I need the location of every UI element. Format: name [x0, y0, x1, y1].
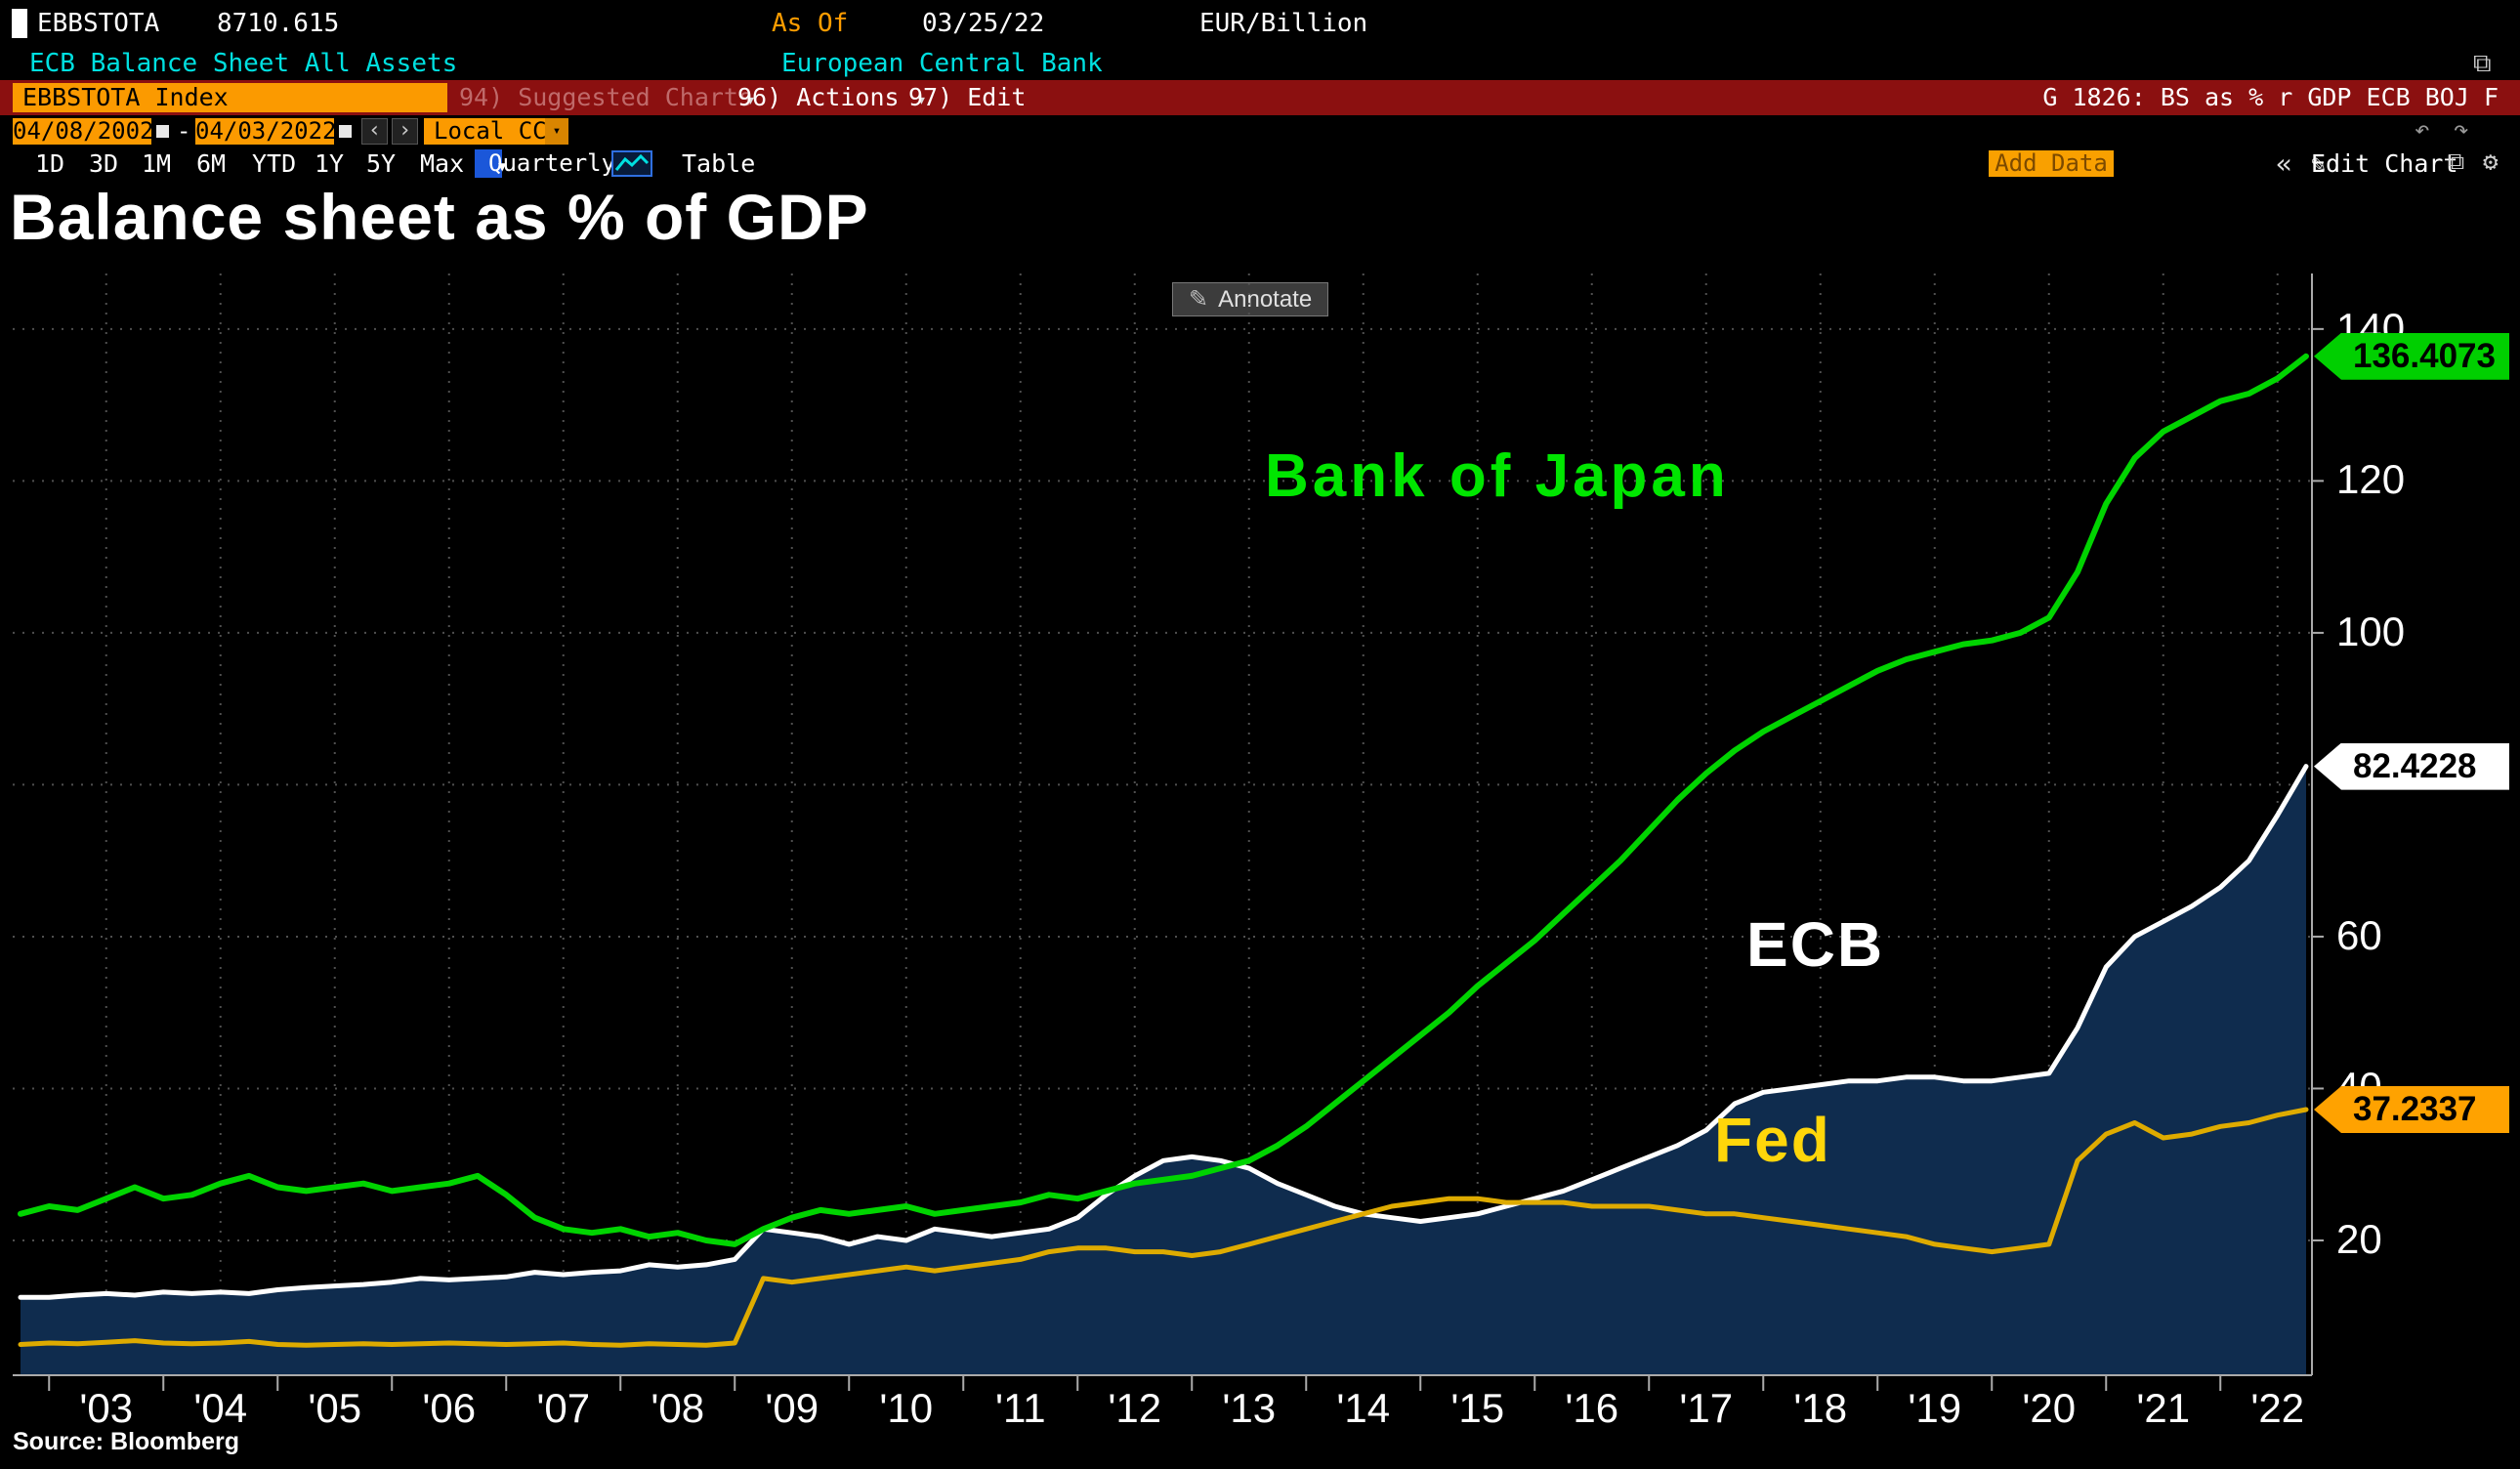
line-chart-icon [614, 153, 650, 171]
x-axis-label-2015: '15 [1450, 1385, 1505, 1431]
x-axis: '03 '04 '05 '06 '07 '08 '09 '10 '11 '12 '13 '14 '15 '… [0, 1385, 2520, 1436]
x-axis-label-2008: '08 [651, 1385, 705, 1431]
x-axis-label-2022: '22 [2250, 1385, 2305, 1431]
x-axis-label-2010: '10 [879, 1385, 934, 1431]
quote-bar: EBBSTOTA 8710.615 As Of 03/25/22 EUR/Bil… [0, 0, 2520, 47]
edit-chart-label: Edit Chart [2311, 149, 2458, 178]
x-axis-label-2007: '07 [536, 1385, 591, 1431]
date-start-input[interactable]: 04/08/2002 [13, 117, 154, 145]
security-description: ECB Balance Sheet All Assets [29, 49, 458, 78]
x-axis-label-2018: '18 [1793, 1385, 1848, 1431]
page-title: Balance sheet as % of GDP [10, 181, 869, 253]
last-value-badge-boj: 136.4073 [2314, 332, 2509, 380]
line-chart-type-button[interactable] [611, 150, 652, 177]
pencil-icon [1189, 286, 1218, 313]
description-bar: ECB Balance Sheet All Assets European Ce… [0, 47, 2520, 80]
x-axis-label-2014: '14 [1336, 1385, 1391, 1431]
date-end-input[interactable]: 04/03/2022 [195, 117, 337, 145]
x-axis-label-2003: '03 [79, 1385, 134, 1431]
x-axis-label-2012: '12 [1108, 1385, 1162, 1431]
y-axis-label-20: 20 [2336, 1215, 2382, 1262]
as-of-label: As Of [772, 9, 849, 38]
menu-edit[interactable]: 97) Edit [908, 80, 1026, 118]
table-view-button[interactable]: Table [682, 149, 756, 178]
x-axis-label-2017: '17 [1679, 1385, 1734, 1431]
currency-dropdown-label: Local CCY [434, 117, 562, 145]
menu-actions-label: 96) Actions [737, 83, 900, 111]
currency-dropdown[interactable]: Local CCY [424, 118, 568, 145]
command-field[interactable]: EBBSTOTA Index [13, 83, 447, 112]
menu-bar: EBBSTOTA Index 94) Suggested Charts 96) … [0, 80, 2520, 115]
command-cursor [12, 9, 27, 38]
x-axis-label-2020: '20 [2022, 1385, 2077, 1431]
unit-label: EUR/Billion [1199, 9, 1368, 38]
period-tab-ytd[interactable]: YTD [252, 149, 297, 178]
period-tab-5y[interactable]: 5Y [366, 149, 397, 178]
period-tab-max[interactable]: Max [420, 149, 465, 178]
last-value-badge-ecb: 82.4228 [2314, 742, 2509, 790]
period-tab-3d[interactable]: 3D [89, 149, 119, 178]
chevron-down-icon [545, 118, 568, 145]
series-label-ecb: ECB [1746, 909, 1885, 980]
menu-suggested-charts[interactable]: 94) Suggested Charts [459, 83, 754, 111]
y-axis-label-120: 120 [2336, 456, 2406, 503]
x-axis-label-2009: '09 [765, 1385, 819, 1431]
frequency-dropdown[interactable]: Quarterly [475, 149, 615, 178]
menu-actions[interactable]: 96) Actions [737, 80, 900, 118]
x-axis-label-2011: '11 [994, 1385, 1046, 1431]
x-axis-label-2004: '04 [193, 1385, 248, 1431]
period-tab-1m[interactable]: 1M [142, 149, 172, 178]
y-axis-label-100: 100 [2336, 608, 2406, 654]
annotate-button[interactable]: Annotate [1172, 282, 1329, 316]
range-back-button[interactable] [361, 118, 388, 145]
x-axis-label-2019: '19 [1908, 1385, 1962, 1431]
chart-reference: G 1826: BS as % r GDP ECB BOJ F [2042, 83, 2499, 111]
source-note: Source: Bloomberg [13, 1428, 239, 1455]
series-label-bank-of-japan: Bank of Japan [1265, 442, 1730, 510]
calendar-icon[interactable] [339, 125, 352, 138]
series-label-fed: Fed [1714, 1105, 1831, 1175]
period-tab-6m[interactable]: 6M [196, 149, 227, 178]
range-bar: 04/08/2002 - 04/03/2022 Local CCY [0, 115, 2520, 147]
security-ticker: EBBSTOTA [37, 9, 160, 38]
range-separator: - [177, 117, 191, 145]
as-of-date: 03/25/22 [922, 9, 1045, 38]
x-axis-label-2006: '06 [422, 1385, 477, 1431]
last-value-badge-fed: 37.2337 [2314, 1085, 2509, 1133]
y-axis-label-60: 60 [2336, 911, 2382, 958]
period-tab-1y[interactable]: 1Y [315, 149, 345, 178]
x-axis-label-2016: '16 [1565, 1385, 1619, 1431]
calendar-icon[interactable] [156, 125, 169, 138]
x-axis-label-2013: '13 [1222, 1385, 1277, 1431]
period-toolbar: 1D 3D 1M 6M YTD 1Y 5Y Max Quarterly Tabl… [0, 147, 2520, 180]
period-tab-1d[interactable]: 1D [35, 149, 65, 178]
issuer-name: European Central Bank [781, 49, 1103, 78]
x-axis-label-2021: '21 [2136, 1385, 2191, 1431]
annotate-label: Annotate [1218, 286, 1313, 313]
add-data-button[interactable]: Add Data [1989, 150, 2114, 177]
x-axis-label-2005: '05 [308, 1385, 362, 1431]
security-last-value: 8710.615 [217, 9, 340, 38]
frequency-dropdown-label: Quarterly [488, 149, 616, 177]
range-forward-button[interactable] [392, 118, 418, 145]
menu-edit-label: 97) Edit [908, 83, 1027, 111]
